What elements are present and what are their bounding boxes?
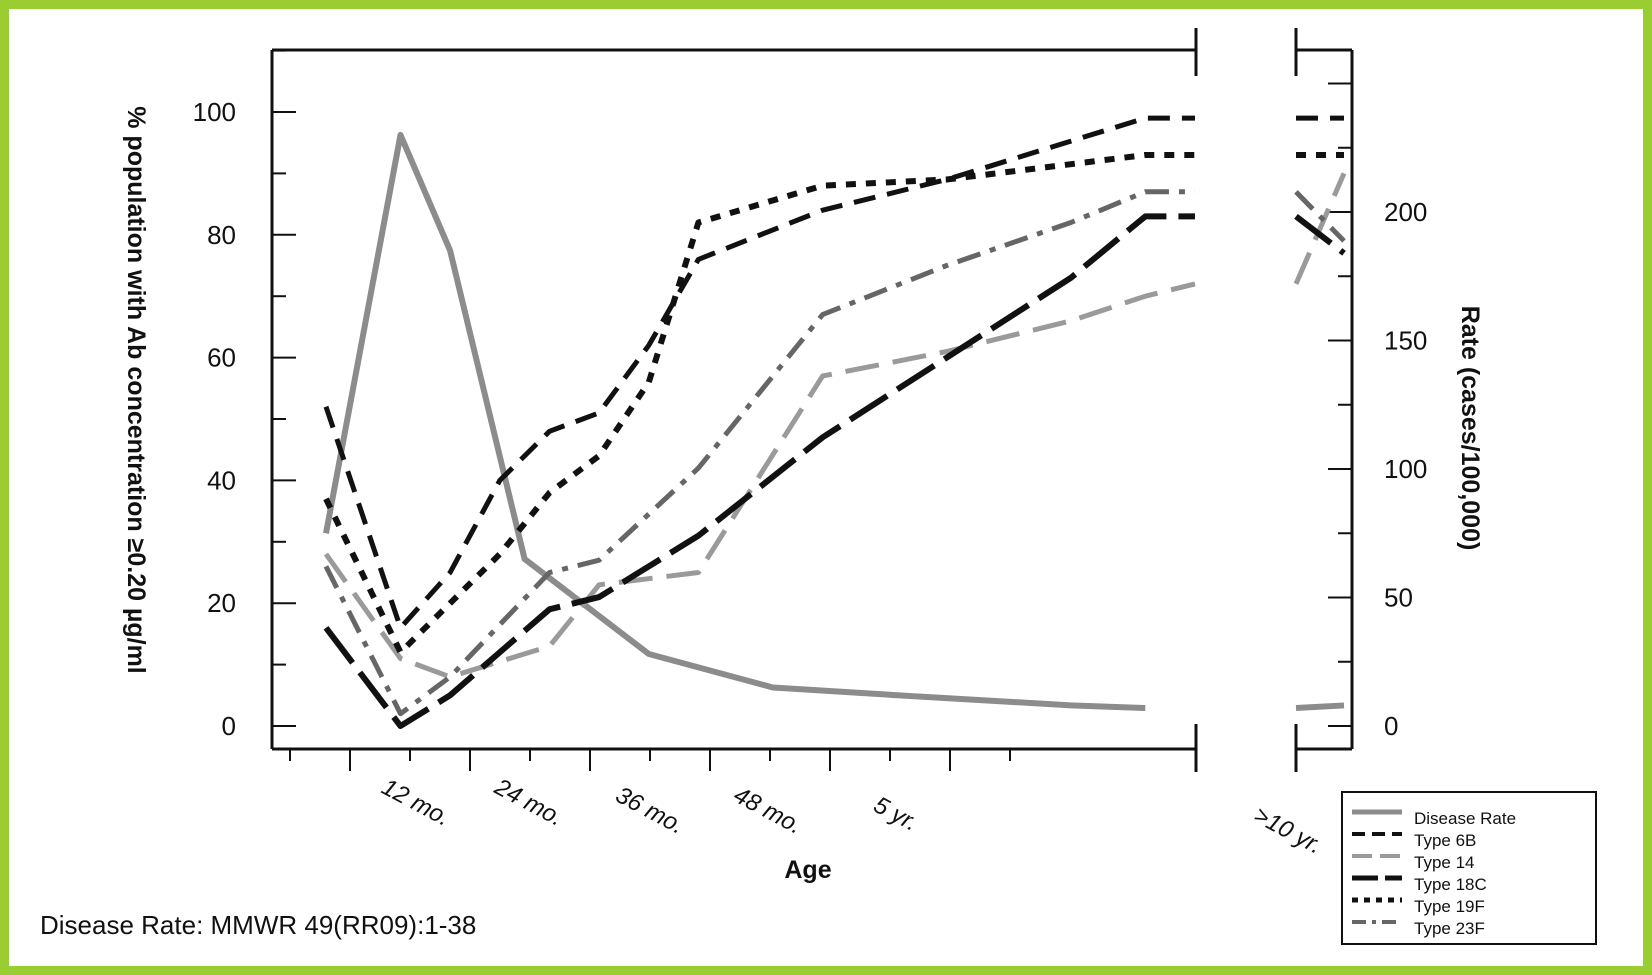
left-tick-label: 20 xyxy=(207,588,236,618)
left-tick-label: 80 xyxy=(207,220,236,250)
series-line-type-6b xyxy=(323,115,1195,631)
legend-label: Type 18C xyxy=(1414,875,1487,894)
left-tick-label: 0 xyxy=(222,711,236,741)
legend-label: Type 19F xyxy=(1414,897,1485,916)
x-tick-label: 48 mo. xyxy=(729,781,806,839)
x-axis-title: Age xyxy=(784,856,831,884)
right-tick-label: 100 xyxy=(1384,454,1427,484)
labels: 0 20 40 60 80 100 0 50 100 150 200 12 mo. 24 mo. 36 m… xyxy=(122,97,1484,884)
legend-label: Type 14 xyxy=(1414,853,1475,872)
right-axis-title: Rate (cases/100,000) xyxy=(1456,306,1484,551)
right-tick-label: 0 xyxy=(1384,711,1398,741)
series-line-type-23f xyxy=(323,189,1195,717)
right-tick-label: 150 xyxy=(1384,326,1427,356)
right-tick-label: 50 xyxy=(1384,583,1413,613)
series-line-type-14 xyxy=(323,281,1196,680)
left-tick-label: 60 xyxy=(207,343,236,373)
left-tick-label: 40 xyxy=(207,465,236,495)
series-layer xyxy=(323,115,1347,729)
left-axis-title: % population with Ab concentration ≥0.20… xyxy=(122,106,150,674)
x-tick-label: 12 mo. xyxy=(377,773,454,831)
legend-box xyxy=(1341,791,1597,945)
series-line-disease-rate xyxy=(323,131,1146,711)
series-line-type-14-right xyxy=(1293,172,1347,285)
left-tick-label: 100 xyxy=(193,97,236,127)
legend-label: Disease Rate xyxy=(1414,809,1516,828)
x-tick-label: 5 yr. xyxy=(869,791,922,836)
series-line-type-18c-right xyxy=(1294,214,1346,256)
legend: Disease Rate Type 6B Type 14 Type 18C Type 1… xyxy=(1341,791,1597,945)
series-line-disease-rate-right xyxy=(1295,702,1345,712)
axes xyxy=(270,28,1354,772)
series-line-type-23f-right xyxy=(1294,190,1346,243)
legend-label: Type 23F xyxy=(1414,919,1485,938)
legend-label: Type 6B xyxy=(1414,831,1476,850)
x-tick-label: 36 mo. xyxy=(611,781,688,839)
x-tick-label: 24 mo. xyxy=(489,773,567,832)
x-tick-label: >10 yr. xyxy=(1249,801,1326,859)
right-tick-label: 200 xyxy=(1384,197,1427,227)
series-line-type-18c xyxy=(323,213,1195,729)
series-line-type-19f xyxy=(323,152,1195,656)
source-note: Disease Rate: MMWR 49(RR09):1-38 xyxy=(40,910,477,940)
